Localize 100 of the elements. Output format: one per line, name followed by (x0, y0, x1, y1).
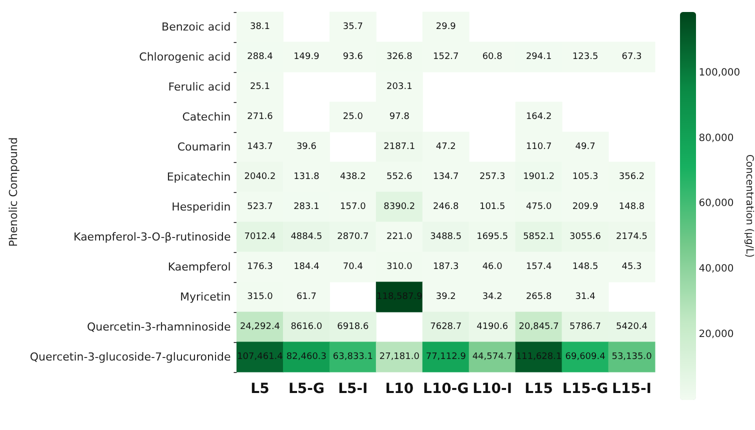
data-label: 7628.7 (430, 322, 462, 332)
data-label: 148.8 (618, 202, 645, 212)
data-label: 148.5 (572, 262, 598, 272)
data-label: 39.2 (436, 292, 456, 302)
data-label: 111,628.1 (516, 352, 562, 362)
data-label: 257.3 (479, 172, 506, 182)
data-label: 4190.6 (476, 322, 508, 332)
data-label: 8390.2 (384, 202, 416, 212)
data-label: 265.8 (526, 292, 552, 302)
y-tick-label: Kaempferol-3-O-β-rutinoside (74, 230, 231, 244)
data-label: 29.9 (436, 22, 456, 32)
y-tick-label: Chlorogenic acid (139, 50, 231, 64)
data-label: 93.6 (342, 52, 364, 62)
data-label: 35.7 (342, 22, 363, 32)
data-label: 131.8 (294, 172, 320, 182)
data-label: 356.2 (618, 172, 645, 182)
color-bar-title: Concentration (µg/L) (744, 154, 754, 258)
data-label: 152.7 (432, 52, 459, 62)
data-label: 3055.6 (570, 232, 602, 242)
x-tick-label: L10-I (472, 381, 512, 397)
y-tick-label: Hesperidin (172, 200, 231, 214)
data-label: 438.2 (340, 172, 366, 182)
data-label: 2174.5 (616, 232, 648, 242)
data-label: 31.4 (575, 292, 596, 302)
data-label: 184.4 (294, 262, 320, 272)
data-label: 110.7 (526, 142, 552, 152)
data-label: 1695.5 (476, 232, 508, 242)
data-label: 221.0 (386, 232, 413, 242)
data-label: 27,181.0 (379, 352, 420, 362)
data-label: 475.0 (526, 202, 552, 212)
data-label: 39.6 (296, 142, 317, 152)
data-label: 2187.1 (384, 142, 416, 152)
data-label: 157.0 (340, 202, 366, 212)
data-label: 7012.4 (244, 232, 276, 242)
x-tick-label: L5 (250, 381, 270, 397)
data-label: 44,574.7 (472, 352, 512, 362)
data-label: 294.1 (526, 52, 552, 62)
data-label: 67.3 (622, 52, 642, 62)
data-label: 8616.0 (290, 322, 322, 332)
data-label: 310.0 (386, 262, 413, 272)
data-label: 143.7 (247, 142, 273, 152)
data-label: 47.2 (436, 142, 456, 152)
data-label: 288.4 (247, 52, 274, 62)
x-tick-label: L5-I (338, 381, 368, 397)
data-label: 134.7 (432, 172, 459, 182)
data-label: 164.2 (526, 112, 552, 122)
data-label: 246.8 (432, 202, 460, 212)
y-tick-label: Quercetin-3-rhamninoside (86, 320, 231, 334)
color-bar-label: 60,000 (698, 198, 734, 210)
data-label: 25.0 (342, 112, 364, 122)
data-label: 61.7 (296, 292, 316, 302)
data-label: 283.1 (294, 202, 320, 212)
data-label: 69,609.4 (565, 352, 606, 362)
y-tick-label: Benzoic acid (162, 20, 231, 34)
data-label: 315.0 (247, 292, 274, 302)
data-label: 53,135.0 (612, 352, 652, 362)
data-label: 1901.2 (523, 172, 555, 182)
data-label: 187.3 (432, 262, 459, 272)
color-bar-label: 100,000 (698, 67, 740, 78)
y-axis-title: Phenolic Compound (7, 137, 20, 247)
data-label: 70.4 (342, 262, 364, 272)
data-label: 38.1 (250, 22, 270, 32)
data-label: 271.6 (247, 112, 274, 122)
color-bar-label: 20,000 (698, 329, 734, 340)
data-label: 82,460.3 (286, 352, 326, 362)
data-label: 97.8 (389, 112, 410, 122)
y-tick-label: Ferulic acid (168, 80, 231, 94)
data-label: 523.7 (247, 202, 273, 212)
y-tick-label: Myricetin (180, 290, 231, 304)
data-label: 25.1 (250, 82, 270, 92)
y-tick-label: Kaempferol (168, 260, 231, 274)
color-bar-label: 40,000 (698, 264, 734, 275)
data-label: 123.5 (572, 52, 598, 62)
data-label: 105.3 (572, 172, 598, 182)
data-label: 552.6 (386, 172, 413, 182)
data-label: 107,461.4 (237, 352, 284, 362)
x-tick-label: L15 (524, 381, 554, 397)
data-label: 5420.4 (616, 322, 648, 332)
data-label: 49.7 (575, 142, 596, 152)
y-tick-label: Epicatechin (166, 170, 231, 184)
color-bar-label: 80,000 (698, 132, 734, 144)
data-label: 203.1 (386, 82, 412, 92)
data-label: 20,845.7 (518, 322, 559, 332)
x-tick-label: L15-I (612, 381, 652, 397)
y-tick-label: Coumarin (177, 140, 231, 154)
data-label: 24,292.4 (240, 322, 280, 332)
data-label: 45.3 (622, 262, 642, 272)
data-label: 46.0 (482, 262, 503, 272)
data-label: 3488.5 (430, 232, 462, 242)
data-label: 6918.6 (337, 322, 369, 332)
data-label: 2040.2 (244, 172, 276, 182)
data-label: 60.8 (482, 52, 503, 62)
x-tick-label: L10-G (423, 381, 469, 397)
data-label: 209.9 (572, 202, 598, 212)
data-label: 2870.7 (337, 232, 369, 242)
data-label: 34.2 (482, 292, 502, 302)
data-label: 4884.5 (290, 232, 322, 242)
data-label: 157.4 (526, 262, 552, 272)
y-tick-label: Catechin (182, 110, 231, 124)
data-label: 63,833.1 (332, 352, 373, 362)
